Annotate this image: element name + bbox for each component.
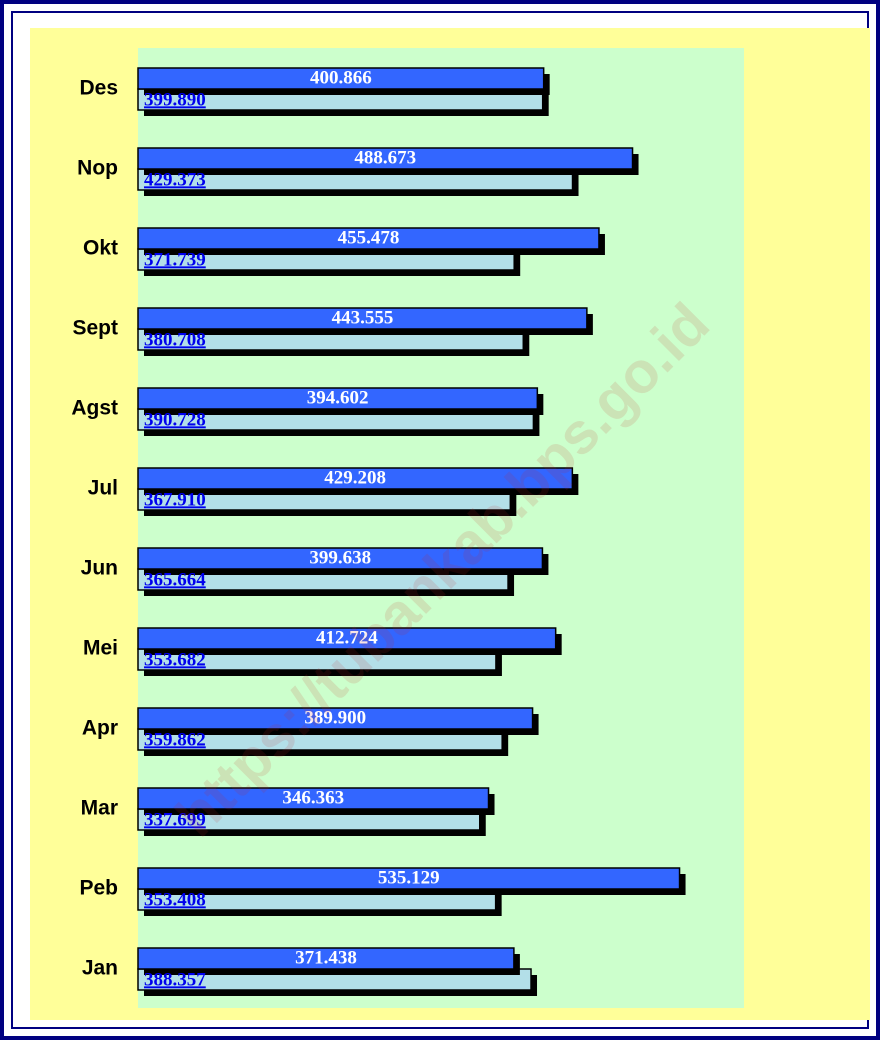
value-label: 400.866 xyxy=(310,67,372,88)
value-label: 380.708 xyxy=(144,329,206,350)
category-label: Nop xyxy=(77,157,118,180)
bar xyxy=(137,707,534,730)
category-label: Des xyxy=(79,77,118,100)
bar xyxy=(137,387,539,410)
category-label: Okt xyxy=(83,237,118,260)
bar xyxy=(137,787,490,810)
value-label: 359.862 xyxy=(144,729,206,750)
value-label: 394.602 xyxy=(307,387,369,408)
value-label: 443.555 xyxy=(332,307,394,328)
category-label: Agst xyxy=(71,397,118,420)
category-label: Mei xyxy=(83,637,118,660)
bar xyxy=(137,947,515,970)
value-label: 353.682 xyxy=(144,649,206,670)
bar xyxy=(137,627,557,650)
value-label: 535.129 xyxy=(378,867,440,888)
category-label: Mar xyxy=(81,797,118,820)
category-label: Jul xyxy=(88,477,118,500)
category-label: Jan xyxy=(82,957,118,980)
value-label: 371.438 xyxy=(295,947,357,968)
value-label: 399.638 xyxy=(309,547,371,568)
value-label: 337.699 xyxy=(144,809,206,830)
bar xyxy=(137,67,545,90)
value-label: 365.664 xyxy=(144,569,206,590)
value-label: 390.728 xyxy=(144,409,206,430)
bar xyxy=(137,227,600,250)
category-label: Jun xyxy=(81,557,118,580)
value-label: 346.363 xyxy=(282,787,344,808)
value-label: 429.373 xyxy=(144,169,206,190)
category-label: Peb xyxy=(79,877,118,900)
category-label: Sept xyxy=(72,317,118,340)
value-label: 412.724 xyxy=(316,627,378,648)
bar xyxy=(137,147,634,170)
bar xyxy=(137,867,681,890)
plot-area xyxy=(138,48,744,1008)
value-label: 371.739 xyxy=(144,249,206,270)
value-label: 429.208 xyxy=(324,467,386,488)
value-label: 353.408 xyxy=(144,889,206,910)
value-label: 388.357 xyxy=(144,969,206,990)
bar xyxy=(137,547,544,570)
value-label: 389.900 xyxy=(304,707,366,728)
bar xyxy=(137,307,588,330)
value-label: 367.910 xyxy=(144,489,206,510)
bar xyxy=(137,467,574,490)
value-label: 455.478 xyxy=(338,227,400,248)
value-label: 488.673 xyxy=(354,147,416,168)
value-label: 399.890 xyxy=(144,89,206,110)
category-label: Apr xyxy=(82,717,118,740)
